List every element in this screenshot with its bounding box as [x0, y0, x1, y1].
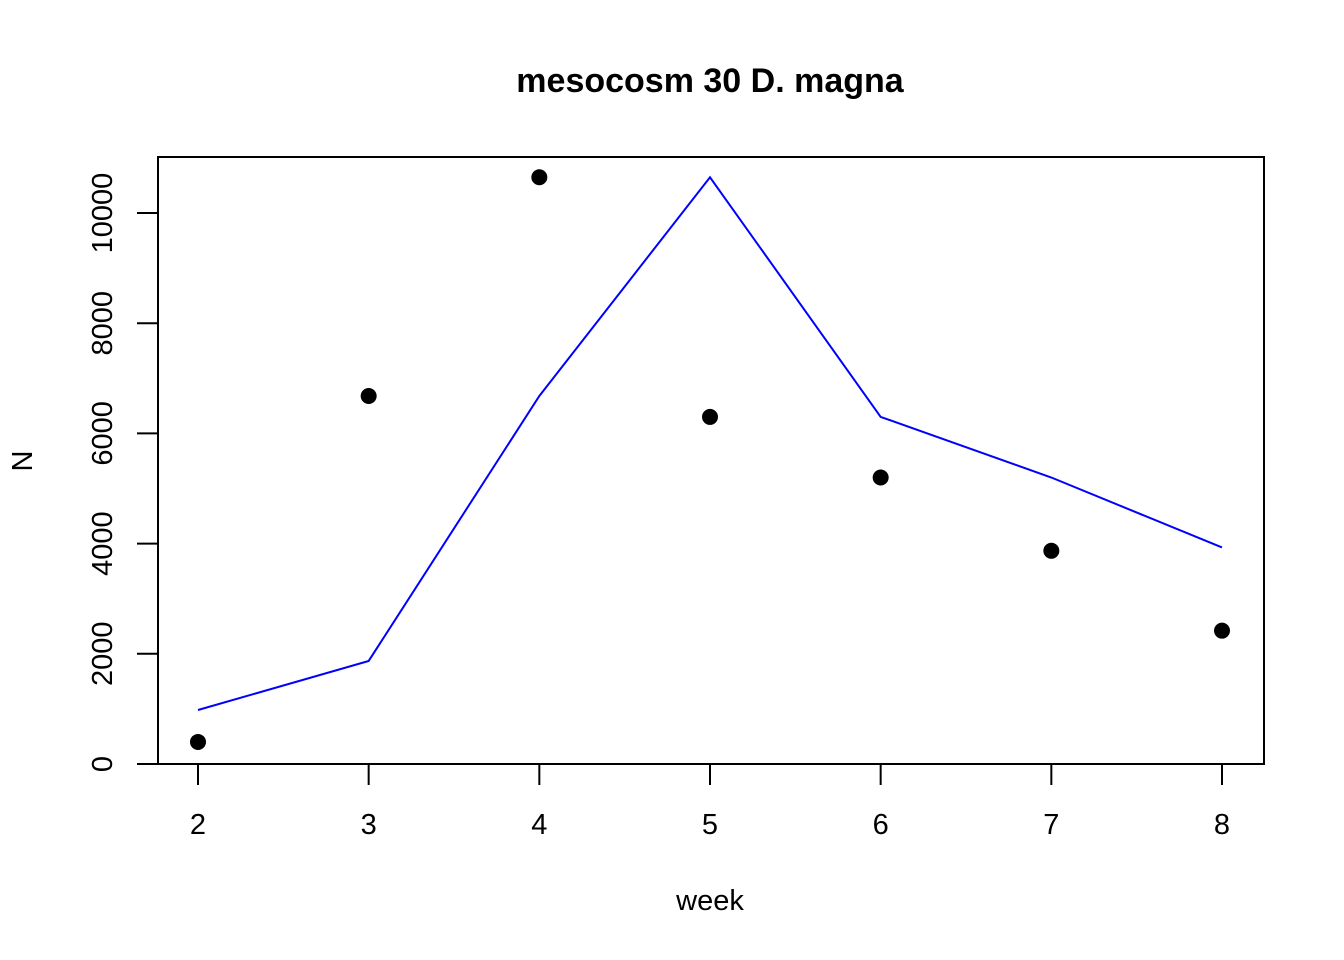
series-layer — [190, 169, 1230, 750]
x-tick-label: 3 — [361, 809, 377, 841]
x-tick-label: 6 — [873, 809, 889, 841]
data-point-week-6 — [872, 469, 889, 486]
data-point-week-8 — [1214, 622, 1230, 639]
y-tick-label: 4000 — [87, 511, 119, 576]
series-line — [197, 175, 1223, 711]
x-axis-label: week — [675, 885, 744, 917]
data-point-week-2 — [190, 733, 206, 750]
y-axis: 0 2000 4000 6000 8000 10000 — [87, 173, 159, 772]
y-tick-label: 2000 — [87, 622, 119, 687]
x-tick-label: 8 — [1214, 809, 1230, 841]
data-point-week-3 — [360, 387, 377, 404]
data-point-week-4 — [531, 169, 548, 186]
x-tick-label: 5 — [702, 809, 718, 841]
chart-title: mesocosm 30 D. magna — [516, 62, 904, 100]
y-tick-label: 6000 — [87, 401, 119, 466]
x-tick-label: 4 — [531, 809, 547, 841]
x-tick-label: 2 — [190, 809, 206, 841]
y-tick-label: 10000 — [87, 173, 119, 254]
y-tick-label: 8000 — [87, 291, 119, 356]
y-axis-label: N — [7, 451, 39, 472]
y-tick-label: 0 — [87, 756, 119, 772]
data-point-week-7 — [1043, 542, 1060, 559]
x-tick-label: 7 — [1043, 809, 1059, 841]
data-point-week-5 — [702, 408, 718, 425]
x-axis: 2 3 4 5 6 7 8 — [190, 763, 1230, 841]
